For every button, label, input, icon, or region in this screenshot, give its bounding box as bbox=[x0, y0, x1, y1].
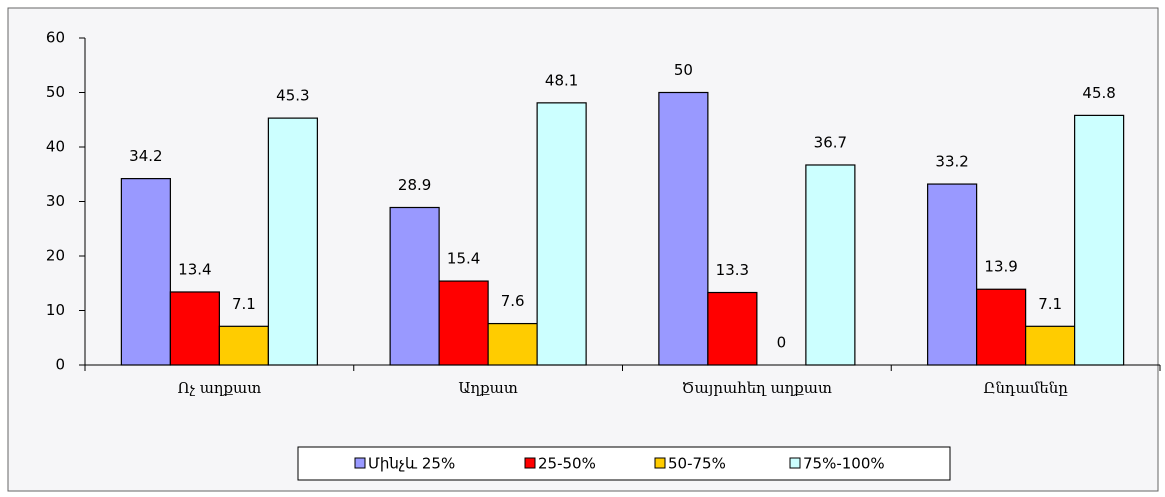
legend-label: 25-50% bbox=[538, 455, 596, 473]
bar bbox=[976, 288, 1027, 366]
y-tick-label: 50 bbox=[46, 83, 65, 101]
x-tick-label: Ծայրահեղ աղքատ bbox=[682, 379, 832, 397]
value-label: 34.2 bbox=[129, 147, 162, 165]
bar bbox=[169, 291, 220, 366]
bar bbox=[389, 206, 440, 366]
bar bbox=[487, 322, 538, 366]
value-label: 13.9 bbox=[984, 258, 1017, 276]
legend-label: Մինչև 25% bbox=[368, 455, 455, 473]
legend bbox=[297, 446, 951, 481]
value-label: 50 bbox=[674, 61, 693, 79]
legend-swatch bbox=[654, 457, 666, 469]
y-tick-label: 0 bbox=[55, 356, 65, 374]
value-label: 7.6 bbox=[501, 292, 525, 310]
value-label: 36.7 bbox=[814, 133, 847, 151]
legend-swatch bbox=[354, 457, 366, 469]
y-tick-label: 30 bbox=[46, 192, 65, 210]
bar bbox=[658, 91, 709, 366]
bar bbox=[1025, 325, 1076, 366]
bar bbox=[805, 164, 856, 366]
value-label: 33.2 bbox=[935, 153, 968, 171]
value-label: 13.3 bbox=[716, 261, 749, 279]
bar bbox=[267, 117, 318, 366]
legend-label: 50-75% bbox=[668, 455, 726, 473]
bar bbox=[536, 102, 587, 366]
value-label: 13.4 bbox=[178, 260, 211, 278]
bar bbox=[927, 183, 978, 366]
bar bbox=[707, 291, 758, 366]
y-tick-label: 10 bbox=[46, 301, 65, 319]
bar bbox=[120, 178, 171, 366]
x-tick-label: Աղքատ bbox=[458, 379, 517, 397]
bar bbox=[1074, 114, 1125, 366]
value-label: 48.1 bbox=[545, 71, 578, 89]
value-label: 28.9 bbox=[398, 176, 431, 194]
y-tick-label: 20 bbox=[46, 247, 65, 265]
value-label: 45.8 bbox=[1082, 84, 1115, 102]
x-tick-label: Ընդամենը bbox=[983, 379, 1068, 397]
value-label: 7.1 bbox=[232, 295, 256, 313]
value-label: 7.1 bbox=[1038, 295, 1062, 313]
value-label: 0 bbox=[777, 334, 787, 352]
value-label: 15.4 bbox=[447, 250, 480, 268]
bar bbox=[218, 325, 269, 366]
value-label: 45.3 bbox=[276, 87, 309, 105]
bar bbox=[438, 280, 489, 366]
legend-swatch bbox=[789, 457, 801, 469]
y-tick-label: 40 bbox=[46, 138, 65, 156]
legend-label: 75%-100% bbox=[803, 455, 885, 473]
legend-swatch bbox=[524, 457, 536, 469]
y-tick-label: 60 bbox=[46, 29, 65, 47]
x-tick-label: Ոչ աղքատ bbox=[178, 379, 262, 397]
